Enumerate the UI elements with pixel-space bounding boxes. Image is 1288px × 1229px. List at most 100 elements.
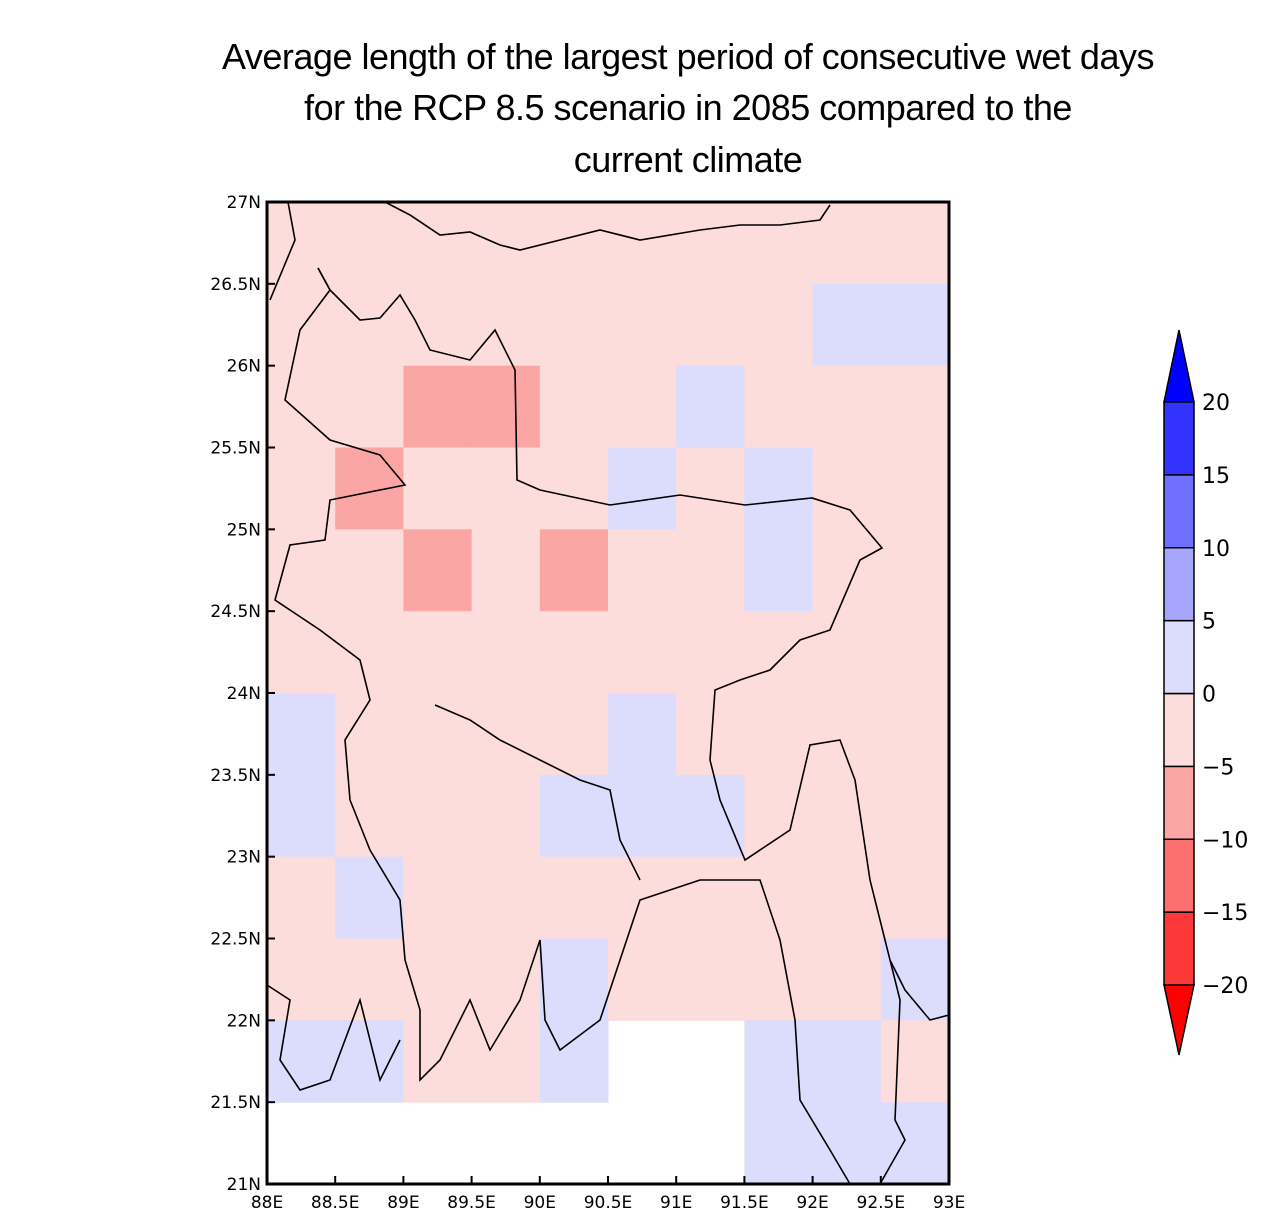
grid-cell [812, 856, 882, 939]
grid-cell [539, 938, 609, 1021]
grid-cell [744, 774, 814, 858]
colorbar-label: 10 [1202, 537, 1230, 562]
grid-cell [812, 529, 882, 612]
x-tick-label: 88E [251, 1193, 283, 1213]
grid-cell [403, 611, 473, 694]
grid-cell [608, 693, 677, 776]
grid-cell [880, 447, 950, 530]
grid-cell [335, 693, 404, 776]
grid-cell [267, 774, 336, 858]
colorbar-arrow-low [1163, 984, 1195, 1056]
grid-cell [880, 202, 950, 285]
grid-cell [335, 202, 404, 285]
grid-cell [403, 283, 473, 367]
grid-cell [403, 938, 473, 1021]
y-tick-label: 24.5N [210, 602, 261, 622]
grid-cell [539, 529, 609, 612]
grid-cell [744, 283, 814, 367]
colorbar-box [1163, 401, 1195, 476]
grid-cell [744, 447, 814, 530]
grid-cell [608, 938, 677, 1021]
y-tick-label: 26.5N [210, 275, 261, 295]
grid-cell [403, 774, 473, 858]
colorbar-label: 5 [1202, 610, 1216, 635]
colorbar-arrow-high [1163, 329, 1195, 403]
grid-cell [812, 365, 882, 448]
colorbar-label: −15 [1202, 901, 1248, 926]
grid-cell [539, 856, 609, 939]
grid-cell [267, 856, 336, 939]
grid-cell [744, 202, 814, 285]
x-tick-label: 91E [660, 1193, 692, 1213]
grid-cell [676, 529, 745, 612]
grid-cell [471, 365, 541, 448]
grid-cell [608, 856, 677, 939]
boundary-line [266, 984, 401, 1091]
grid-cell [608, 202, 677, 285]
y-tick-label: 24N [227, 684, 261, 704]
x-tick-label: 92.5E [857, 1193, 906, 1213]
x-tick-label: 88.5E [311, 1193, 360, 1213]
grid-cell [267, 202, 336, 285]
grid-cell [335, 447, 404, 530]
y-tick-label: 25N [227, 520, 261, 540]
x-tick-label: 93E [933, 1193, 965, 1213]
grid-cells [267, 202, 950, 1185]
colorbar-label: 0 [1202, 683, 1216, 708]
y-tick-label: 23N [227, 848, 261, 868]
grid-cell [403, 202, 473, 285]
grid-cell [880, 856, 950, 939]
colorbar: −20 −15 −10 −5 0 5 10 15 20 [1163, 329, 1248, 1056]
colorbar-box [1163, 838, 1195, 913]
boundary-line [434, 704, 641, 881]
grid-cell [335, 856, 404, 939]
grid-cell [335, 774, 404, 858]
grid-cell [539, 447, 609, 530]
y-tick-label: 21N [227, 1175, 261, 1195]
y-tick-label: 22.5N [210, 930, 261, 950]
colorbar-box [1163, 547, 1195, 622]
x-tick-label: 89E [387, 1193, 419, 1213]
grid-cell [267, 693, 336, 776]
grid-cell [335, 611, 404, 694]
grid-cell [267, 938, 336, 1021]
grid-cell [471, 1020, 541, 1103]
grid-cell [539, 693, 609, 776]
grid-cell [812, 1020, 882, 1103]
grid-cell [880, 938, 950, 1021]
grid-cell [471, 774, 541, 858]
grid-cell [608, 529, 677, 612]
grid-cell [471, 283, 541, 367]
x-tick-label: 92E [796, 1193, 828, 1213]
grid-cell [880, 693, 950, 776]
grid-cell [676, 202, 745, 285]
colorbar-label: −10 [1202, 828, 1248, 853]
grid-cell [676, 365, 745, 448]
colorbar-label: −20 [1202, 974, 1248, 999]
grid-cell [812, 283, 882, 367]
coastline-borders [266, 201, 950, 1185]
grid-cell [676, 283, 745, 367]
grid-cell [539, 611, 609, 694]
grid-cell [744, 1020, 814, 1103]
grid-cell [880, 529, 950, 612]
grid-cell [403, 365, 473, 448]
y-tick-label: 23.5N [210, 766, 261, 786]
grid-cell [744, 856, 814, 939]
grid-cell [539, 202, 609, 285]
grid-cell [676, 774, 745, 858]
grid-cell [403, 447, 473, 530]
boundary-line [384, 201, 831, 251]
colorbar-box [1163, 619, 1195, 695]
colorbar-box [1163, 692, 1195, 768]
grid-cell [471, 202, 541, 285]
grid-cell [608, 611, 677, 694]
grid-cell [880, 611, 950, 694]
grid-cell [335, 938, 404, 1021]
grid-cell [880, 283, 950, 367]
grid-cell [335, 365, 404, 448]
grid-cell [335, 1020, 404, 1103]
grid-cell [539, 283, 609, 367]
title-line-3: current climate [573, 139, 803, 180]
